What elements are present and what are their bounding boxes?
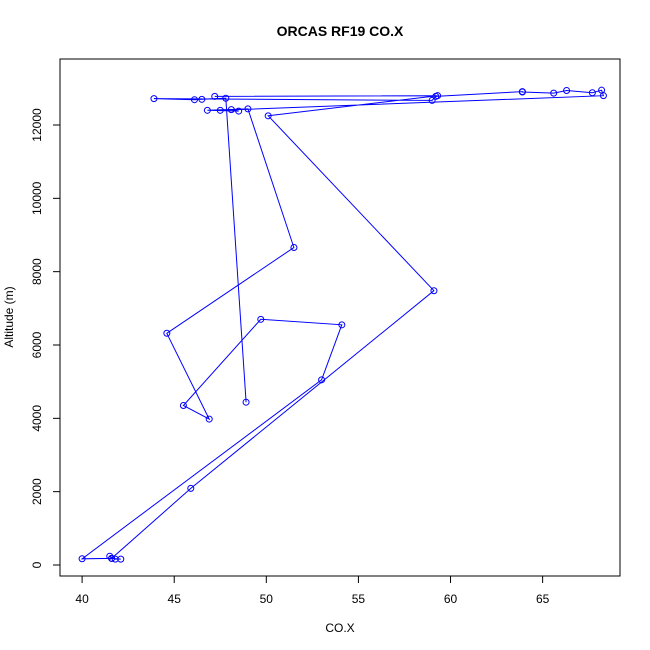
data-point — [264, 112, 272, 120]
data-point — [235, 107, 243, 115]
series-line — [80, 89, 605, 560]
x-axis-label: CO.X — [325, 621, 354, 635]
y-tick-label: 10000 — [30, 181, 44, 215]
data-point — [588, 89, 596, 97]
data-point — [599, 92, 607, 100]
chart-title: ORCAS RF19 CO.X — [277, 23, 404, 39]
data-point — [108, 554, 116, 562]
data-point — [227, 106, 235, 114]
plot-frame — [59, 58, 621, 577]
data-point — [198, 95, 206, 103]
data-point — [205, 415, 213, 423]
data-point — [428, 96, 436, 104]
data-point — [78, 555, 86, 563]
data-point — [203, 106, 211, 114]
data-point — [179, 402, 187, 409]
y-tick-label: 8000 — [30, 258, 44, 285]
y-tick-label: 12000 — [30, 108, 44, 142]
x-tick-label: 50 — [260, 592, 274, 606]
data-point — [563, 87, 571, 95]
x-tick-label: 60 — [444, 592, 458, 606]
x-tick-label: 45 — [168, 592, 182, 606]
data-point — [106, 552, 114, 560]
data-point — [187, 484, 195, 492]
series-layer — [78, 86, 607, 563]
x-tick-label: 55 — [352, 592, 366, 606]
data-point — [430, 287, 438, 295]
y-tick-label: 2000 — [30, 478, 44, 505]
data-point — [550, 89, 558, 97]
data-point — [257, 315, 265, 323]
data-point — [222, 94, 230, 102]
data-point — [290, 243, 298, 251]
data-point — [434, 92, 442, 100]
data-point — [163, 329, 171, 337]
data-point — [216, 106, 224, 114]
data-point — [244, 105, 252, 113]
data-point — [242, 398, 250, 406]
y-tick-label: 6000 — [30, 331, 44, 358]
data-point — [190, 96, 198, 104]
y-axis-label: Altitude (m) — [2, 286, 16, 347]
y-tick-label: 0 — [30, 561, 44, 568]
data-point — [117, 555, 125, 563]
x-axis: 40 45 50 55 60 65 — [75, 575, 550, 606]
data-point — [150, 95, 158, 103]
data-point — [318, 376, 326, 384]
data-point — [338, 321, 346, 329]
data-point — [518, 88, 526, 96]
y-axis: 0 2000 4000 6000 8000 10000 12000 — [30, 108, 61, 568]
data-point — [211, 92, 219, 100]
y-tick-label: 4000 — [30, 405, 44, 432]
x-tick-label: 65 — [536, 592, 550, 606]
x-tick-label: 40 — [75, 592, 89, 606]
